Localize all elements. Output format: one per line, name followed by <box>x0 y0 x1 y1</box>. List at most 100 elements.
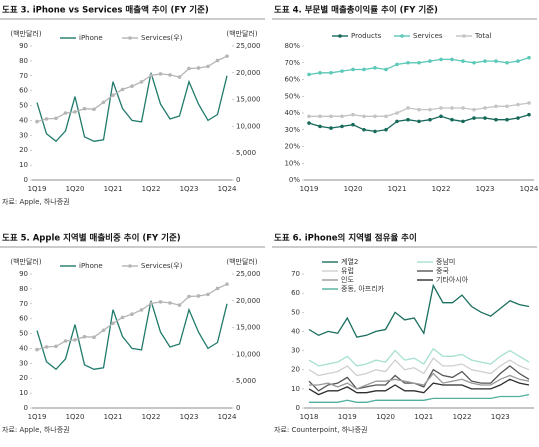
y-tick-label: 20 <box>19 374 28 382</box>
point <box>340 114 344 119</box>
point <box>428 107 432 112</box>
y2-tick-label: 15,000 <box>236 96 261 104</box>
series-line <box>36 300 228 371</box>
point <box>373 65 377 70</box>
point <box>516 59 520 63</box>
point <box>92 107 96 112</box>
point <box>505 117 509 122</box>
point <box>307 121 311 125</box>
point <box>384 127 388 132</box>
point <box>340 124 344 129</box>
y-tick-label: 30 <box>19 131 28 139</box>
y-tick-label: 50 <box>291 308 300 316</box>
point <box>516 102 520 107</box>
point <box>417 119 421 124</box>
y-tick-label: 10 <box>19 161 28 169</box>
point <box>340 69 344 73</box>
legend-label: 중남미 <box>436 257 455 266</box>
point <box>158 300 163 304</box>
point <box>362 127 366 132</box>
point <box>439 57 443 62</box>
point <box>384 114 388 119</box>
y-tick-label: 10 <box>291 385 300 393</box>
point <box>351 67 355 72</box>
series-line <box>308 357 530 377</box>
point <box>329 71 333 75</box>
point <box>168 301 172 305</box>
point <box>406 117 410 122</box>
chart-title: 도표 4. 부문별 매출총이익률 추이 (FY 기준) <box>274 5 438 16</box>
y-tick-label: 90 <box>19 270 28 278</box>
legend-label: 기타아시아 <box>436 275 469 284</box>
point <box>472 107 476 112</box>
y2-tick-label: 20,000 <box>236 297 261 305</box>
x-tick-label: 1Q19 <box>338 413 357 421</box>
x-tick-label: 1Q24 <box>218 413 237 421</box>
x-tick-label: 1Q24 <box>218 185 237 193</box>
y-tick-label: 60% <box>284 76 300 84</box>
y-tick-label: 40 <box>19 116 28 124</box>
point <box>417 107 421 112</box>
series-line <box>308 283 530 338</box>
source-note: 자료: Apple, 하나증권 <box>2 197 70 206</box>
point <box>329 114 333 119</box>
y-tick-label: 70 <box>291 270 300 278</box>
x-tick-label: 1Q23 <box>476 185 495 193</box>
legend-marker <box>462 34 466 38</box>
point <box>215 286 220 291</box>
point <box>63 111 68 115</box>
point <box>307 114 311 119</box>
point <box>494 104 498 109</box>
point <box>329 126 333 130</box>
x-tick-label: 1Q21 <box>104 185 123 193</box>
point <box>196 66 201 70</box>
y2-tick-label: 20,000 <box>236 69 261 77</box>
y-axis-title: (백만달러) <box>10 29 41 38</box>
point <box>82 106 87 111</box>
point <box>472 60 476 65</box>
point <box>92 335 96 340</box>
y-tick-label: 80% <box>284 42 300 50</box>
x-tick-label: 1Q19 <box>28 413 47 421</box>
y-tick-label: 70 <box>19 300 28 308</box>
x-tick-label: 1Q22 <box>432 185 451 193</box>
legend-marker <box>338 34 342 38</box>
point <box>73 338 77 342</box>
point <box>362 67 366 72</box>
point <box>177 75 182 79</box>
point <box>187 66 191 71</box>
point <box>461 106 465 110</box>
legend-marker <box>128 264 132 268</box>
y-tick-label: 10 <box>19 389 28 397</box>
legend-label: iPhone <box>79 262 103 270</box>
point <box>373 114 377 119</box>
point <box>35 119 39 124</box>
y-tick-label: 30% <box>284 126 300 134</box>
point <box>120 315 125 320</box>
point <box>139 308 144 312</box>
x-tick-label: 1Q19 <box>300 185 319 193</box>
legend-label: 유럽 <box>341 266 354 275</box>
point <box>428 59 432 63</box>
x-tick-label: 1Q18 <box>300 413 319 421</box>
point <box>450 106 454 110</box>
point <box>82 334 87 339</box>
x-tick-label: 1Q21 <box>104 413 123 421</box>
point <box>461 59 465 63</box>
series-line <box>36 72 228 143</box>
y2-axis-title: (백만달러) <box>226 257 257 266</box>
legend-label: Services <box>413 32 443 40</box>
point <box>206 64 210 69</box>
y-tick-label: 10% <box>284 159 300 167</box>
point <box>483 106 487 110</box>
point <box>406 106 410 110</box>
y-tick-label: 20% <box>284 143 300 151</box>
point <box>450 57 454 62</box>
x-tick-label: 1Q23 <box>180 413 199 421</box>
point <box>395 62 399 67</box>
point <box>149 301 153 306</box>
series-line <box>308 347 530 367</box>
y-tick-label: 40 <box>19 344 28 352</box>
x-tick-label: 1Q22 <box>453 413 472 421</box>
